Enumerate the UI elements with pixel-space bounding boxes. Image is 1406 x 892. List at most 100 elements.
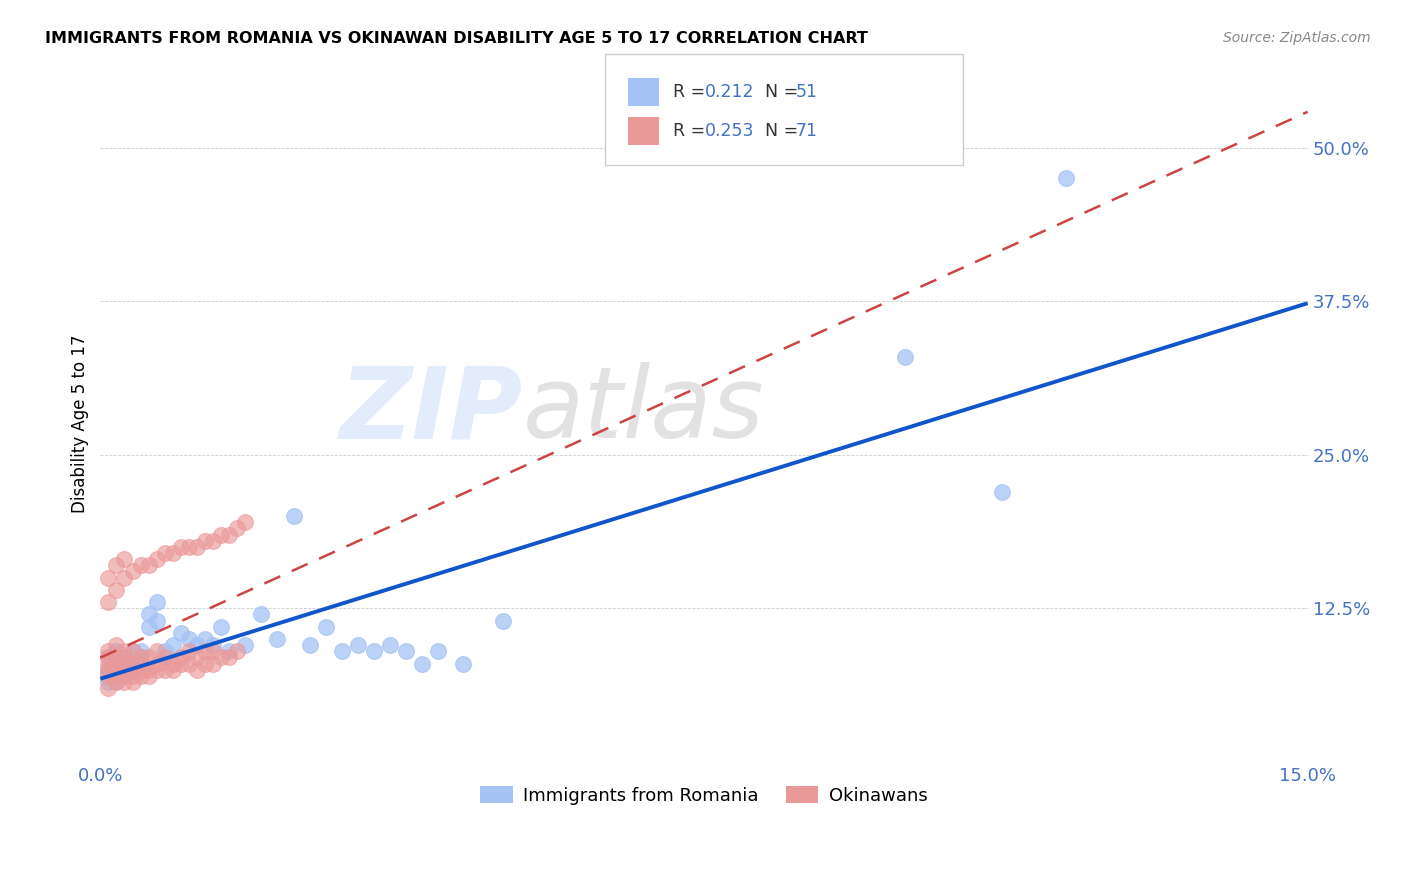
Point <box>97 657 120 671</box>
Point <box>186 663 208 677</box>
Text: N =: N = <box>765 83 804 101</box>
Point <box>250 607 273 622</box>
Point <box>105 669 128 683</box>
Point <box>105 675 128 690</box>
Point <box>121 675 143 690</box>
Point <box>226 644 249 658</box>
Point <box>153 650 176 665</box>
Text: 51: 51 <box>796 83 818 101</box>
Point <box>347 638 370 652</box>
Point <box>114 663 136 677</box>
Point <box>218 644 240 658</box>
Point <box>153 663 176 677</box>
Text: 71: 71 <box>796 122 818 140</box>
Point <box>105 675 128 690</box>
Point <box>114 650 136 665</box>
Point <box>162 638 184 652</box>
Point <box>298 638 321 652</box>
Point <box>194 632 217 646</box>
Point <box>194 533 217 548</box>
Text: 0.253: 0.253 <box>704 122 754 140</box>
Point <box>129 644 152 658</box>
Point <box>129 558 152 573</box>
Point <box>266 632 288 646</box>
Point <box>114 669 136 683</box>
Text: R =: R = <box>673 122 711 140</box>
Point <box>233 638 256 652</box>
Point <box>105 657 128 671</box>
Point <box>138 620 160 634</box>
Point <box>114 644 136 658</box>
Point <box>153 644 176 658</box>
Point <box>209 650 232 665</box>
Point <box>121 565 143 579</box>
Point <box>121 644 143 658</box>
Point <box>170 625 193 640</box>
Point <box>177 540 200 554</box>
Point <box>129 650 152 665</box>
Point <box>105 582 128 597</box>
Point <box>330 644 353 658</box>
Point <box>894 350 917 364</box>
Point <box>121 663 143 677</box>
Point <box>209 527 232 541</box>
Point <box>170 650 193 665</box>
Point <box>145 595 167 609</box>
Point <box>202 644 225 658</box>
Point <box>129 657 152 671</box>
Point <box>114 675 136 690</box>
Point <box>145 552 167 566</box>
Point <box>105 638 128 652</box>
Point <box>105 650 128 665</box>
Point <box>114 657 136 671</box>
Y-axis label: Disability Age 5 to 17: Disability Age 5 to 17 <box>72 334 89 513</box>
Legend: Immigrants from Romania, Okinawans: Immigrants from Romania, Okinawans <box>471 777 936 814</box>
Point <box>162 546 184 560</box>
Point <box>121 663 143 677</box>
Point <box>114 663 136 677</box>
Point <box>145 657 167 671</box>
Point <box>363 644 385 658</box>
Point <box>194 644 217 658</box>
Point <box>121 657 143 671</box>
Point <box>233 516 256 530</box>
Text: IMMIGRANTS FROM ROMANIA VS OKINAWAN DISABILITY AGE 5 TO 17 CORRELATION CHART: IMMIGRANTS FROM ROMANIA VS OKINAWAN DISA… <box>45 31 868 46</box>
Point <box>97 650 120 665</box>
Point <box>114 650 136 665</box>
Point <box>97 663 120 677</box>
Point <box>138 650 160 665</box>
Point <box>202 533 225 548</box>
Point <box>411 657 433 671</box>
Text: Source: ZipAtlas.com: Source: ZipAtlas.com <box>1223 31 1371 45</box>
Point <box>138 669 160 683</box>
Point <box>97 681 120 695</box>
Point <box>97 669 120 683</box>
Point <box>162 663 184 677</box>
Point <box>121 669 143 683</box>
Point <box>129 669 152 683</box>
Point <box>105 663 128 677</box>
Point <box>378 638 401 652</box>
Point <box>97 644 120 658</box>
Point <box>145 663 167 677</box>
Text: atlas: atlas <box>523 362 765 459</box>
Point <box>105 650 128 665</box>
Point <box>395 644 418 658</box>
Point <box>427 644 450 658</box>
Point <box>114 570 136 584</box>
Point <box>97 669 120 683</box>
Text: ZIP: ZIP <box>340 362 523 459</box>
Point <box>177 644 200 658</box>
Point <box>114 657 136 671</box>
Point <box>138 607 160 622</box>
Point <box>170 657 193 671</box>
Point <box>202 657 225 671</box>
Point <box>186 650 208 665</box>
Point <box>114 552 136 566</box>
Point <box>153 650 176 665</box>
Point <box>105 558 128 573</box>
Point <box>202 638 225 652</box>
Point <box>218 527 240 541</box>
Point <box>170 540 193 554</box>
Point <box>162 657 184 671</box>
